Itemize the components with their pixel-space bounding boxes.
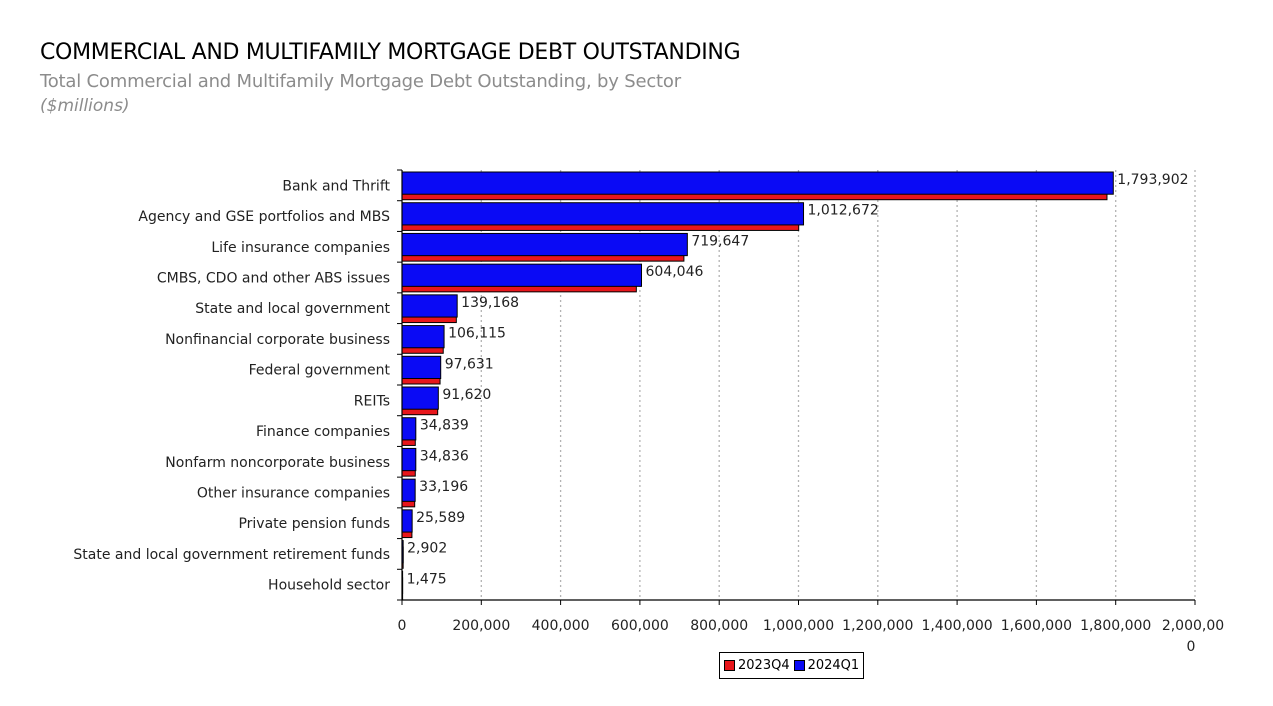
x-tick-label: 400,000 [532, 618, 590, 634]
bar-2024q1 [401, 447, 417, 472]
category-label: Finance companies [256, 424, 390, 440]
data-label: 719,647 [691, 233, 749, 249]
data-label: 33,196 [419, 479, 468, 495]
data-label: 139,168 [461, 295, 519, 311]
bar-2024q1 [401, 263, 643, 287]
bar-2024q1 [401, 232, 688, 257]
category-label: Household sector [268, 578, 390, 594]
category-label: CMBS, CDO and other ABS issues [157, 271, 390, 287]
legend-label-2024q1: 2024Q1 [807, 658, 860, 673]
x-tick-label: 2,000,00 [1162, 618, 1224, 634]
data-label: 1,012,672 [808, 203, 879, 219]
category-label: Life insurance companies [211, 240, 390, 256]
data-label: 1,475 [407, 571, 447, 587]
data-label: 106,115 [448, 326, 506, 342]
legend-swatch-2024q1 [793, 660, 805, 671]
data-label: 91,620 [442, 387, 491, 403]
bar-2024q1 [401, 386, 439, 410]
bar-2024q1 [401, 325, 445, 349]
data-label: 2,902 [407, 541, 447, 557]
data-label: 34,836 [420, 448, 469, 464]
category-label: Other insurance companies [197, 486, 390, 502]
x-tick-label: 1,200,000 [842, 618, 913, 634]
data-label: 1,793,902 [1117, 172, 1188, 188]
x-tick-label: 800,000 [690, 618, 748, 634]
x-tick-label: 1,800,000 [1080, 618, 1151, 634]
category-label: Private pension funds [238, 516, 390, 532]
data-label: 34,839 [420, 418, 469, 434]
data-label: 25,589 [416, 510, 465, 526]
x-tick-label-wrap: 0 [1187, 639, 1196, 655]
chart-title: COMMERCIAL AND MULTIFAMILY MORTGAGE DEBT… [40, 40, 741, 65]
bar-2024q1 [401, 171, 1114, 195]
category-label: Federal government [249, 363, 391, 379]
bar-2024q1 [401, 509, 413, 533]
bar-2024q1 [401, 294, 458, 318]
legend-label-2023q4: 2023Q4 [738, 658, 790, 673]
category-label: Agency and GSE portfolios and MBS [138, 209, 390, 225]
category-label: Bank and Thrift [282, 178, 390, 194]
data-label: 604,046 [646, 264, 704, 280]
bar-2024q1 [401, 202, 805, 226]
x-tick-label: 200,000 [452, 618, 510, 634]
chart-subtitle: Total Commercial and Multifamily Mortgag… [40, 71, 681, 92]
x-tick-label: 0 [398, 618, 407, 634]
category-label: State and local government retirement fu… [73, 547, 390, 563]
legend-item-2024q1: 2024Q1 [793, 658, 860, 673]
bar-2024q1 [401, 478, 416, 502]
units-label: ($millions) [40, 96, 130, 116]
x-tick-label: 1,600,000 [1001, 618, 1072, 634]
category-label: State and local government [195, 301, 390, 317]
data-label: 97,631 [445, 356, 494, 372]
x-tick-label: 1,000,000 [763, 618, 834, 634]
legend-swatch-2023q4 [724, 660, 735, 671]
chart-legend: 2023Q4 2024Q1 [719, 652, 865, 679]
bar-2024q1 [401, 355, 442, 379]
legend-item-2023q4: 2023Q4 [724, 658, 790, 673]
bar-2024q1 [401, 417, 417, 441]
category-label: Nonfarm noncorporate business [165, 455, 390, 471]
category-label: REITs [354, 393, 390, 409]
category-label: Nonfinancial corporate business [165, 332, 390, 348]
x-tick-label: 1,400,000 [921, 618, 992, 634]
x-tick-label: 600,000 [611, 618, 669, 634]
